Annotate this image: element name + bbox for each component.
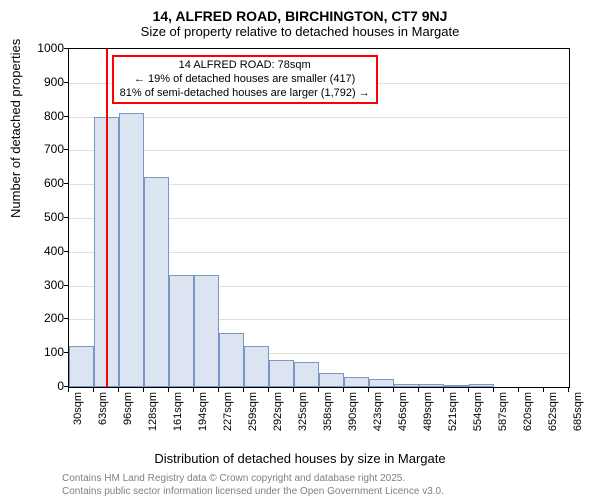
y-tick-label: 500: [24, 210, 64, 224]
histogram-bar: [444, 385, 469, 387]
histogram-bar: [69, 346, 94, 387]
histogram-bar: [344, 377, 369, 387]
histogram-bar: [144, 177, 169, 387]
plot-area: 14 ALFRED ROAD: 78sqm← 19% of detached h…: [68, 48, 570, 388]
x-tick-label: 325sqm: [297, 392, 309, 442]
histogram-bar: [269, 360, 294, 387]
x-tick-label: 194sqm: [197, 392, 209, 442]
histogram-bar: [469, 384, 494, 387]
x-tick-label: 652sqm: [547, 392, 559, 442]
x-tick-label: 227sqm: [222, 392, 234, 442]
chart-container: 14, ALFRED ROAD, BIRCHINGTON, CT7 9NJ Si…: [0, 0, 600, 500]
y-tick-label: 300: [24, 278, 64, 292]
histogram-bar: [194, 275, 219, 387]
footer-line-1: Contains HM Land Registry data © Crown c…: [62, 472, 444, 485]
x-tick-label: 161sqm: [172, 392, 184, 442]
x-tick-label: 63sqm: [97, 392, 109, 442]
x-tick-label: 620sqm: [522, 392, 534, 442]
histogram-bar: [394, 384, 419, 387]
histogram-bar: [119, 113, 144, 387]
y-tick-label: 0: [24, 379, 64, 393]
x-tick-label: 685sqm: [572, 392, 584, 442]
histogram-bar: [169, 275, 194, 387]
y-tick-label: 600: [24, 176, 64, 190]
y-tick-label: 100: [24, 345, 64, 359]
x-tick-label: 489sqm: [422, 392, 434, 442]
x-tick-label: 358sqm: [322, 392, 334, 442]
footer-attribution: Contains HM Land Registry data © Crown c…: [62, 472, 444, 498]
y-tick-label: 900: [24, 75, 64, 89]
histogram-bar: [294, 362, 319, 387]
x-tick-label: 292sqm: [272, 392, 284, 442]
footer-line-2: Contains public sector information licen…: [62, 485, 444, 498]
histogram-bar: [244, 346, 269, 387]
histogram-bar: [369, 379, 394, 387]
y-tick-label: 400: [24, 244, 64, 258]
y-tick-label: 700: [24, 142, 64, 156]
x-axis-label: Distribution of detached houses by size …: [0, 451, 600, 466]
x-tick-label: 259sqm: [247, 392, 259, 442]
x-tick-label: 390sqm: [347, 392, 359, 442]
chart-title-main: 14, ALFRED ROAD, BIRCHINGTON, CT7 9NJ: [0, 0, 600, 24]
x-tick-label: 128sqm: [147, 392, 159, 442]
x-tick-label: 30sqm: [72, 392, 84, 442]
annotation-callout: 14 ALFRED ROAD: 78sqm← 19% of detached h…: [112, 55, 378, 104]
histogram-bar: [419, 384, 444, 387]
histogram-bar: [219, 333, 244, 387]
histogram-bar: [319, 373, 344, 387]
x-tick-label: 587sqm: [497, 392, 509, 442]
x-tick-label: 554sqm: [472, 392, 484, 442]
y-tick-label: 800: [24, 109, 64, 123]
x-tick-label: 521sqm: [447, 392, 459, 442]
y-axis-label: Number of detached properties: [8, 39, 23, 218]
x-tick-label: 96sqm: [122, 392, 134, 442]
y-tick-label: 200: [24, 311, 64, 325]
x-tick-label: 423sqm: [372, 392, 384, 442]
x-tick-label: 456sqm: [397, 392, 409, 442]
chart-title-sub: Size of property relative to detached ho…: [0, 24, 600, 43]
y-tick-label: 1000: [24, 41, 64, 55]
